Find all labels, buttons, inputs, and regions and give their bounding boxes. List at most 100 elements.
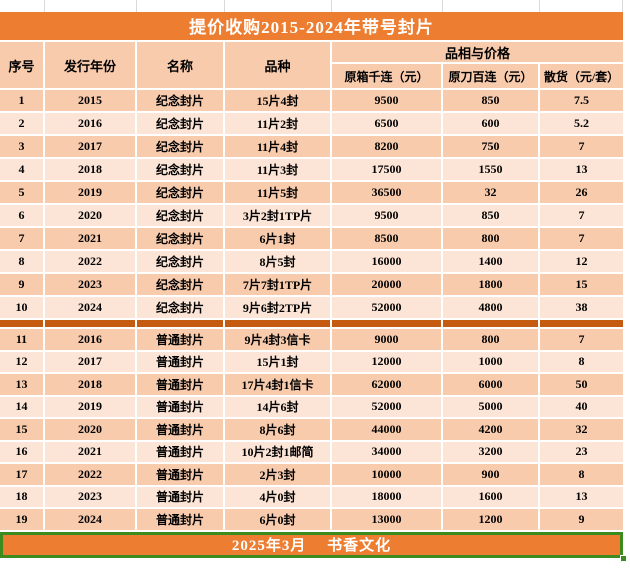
table-cell[interactable]: 16 (0, 441, 43, 462)
table-cell[interactable]: 16000 (332, 251, 441, 272)
header-name[interactable]: 名称 (137, 42, 223, 88)
table-cell[interactable]: 7片7封1TP片 (225, 274, 330, 295)
header-year[interactable]: 发行年份 (45, 42, 135, 88)
table-cell[interactable]: 8200 (332, 136, 441, 157)
table-cell[interactable]: 6片0封 (225, 509, 330, 530)
table-cell[interactable]: 4200 (443, 419, 538, 440)
table-cell[interactable]: 750 (443, 136, 538, 157)
table-cell[interactable]: 32 (540, 419, 623, 440)
table-cell[interactable]: 18000 (332, 486, 441, 507)
table-cell[interactable]: 8 (540, 351, 623, 372)
table-cell[interactable]: 2019 (45, 396, 135, 417)
table-cell[interactable]: 11片3封 (225, 159, 330, 180)
table-cell[interactable]: 18 (0, 486, 43, 507)
divider-cell[interactable] (540, 320, 623, 327)
table-cell[interactable]: 8片6封 (225, 419, 330, 440)
table-cell[interactable]: 17500 (332, 159, 441, 180)
table-cell[interactable]: 800 (443, 228, 538, 249)
table-cell[interactable]: 7 (540, 205, 623, 226)
table-cell[interactable]: 38 (540, 297, 623, 318)
table-cell[interactable]: 纪念封片 (137, 136, 223, 157)
table-cell[interactable]: 3 (0, 136, 43, 157)
table-cell[interactable]: 2018 (45, 374, 135, 395)
table-cell[interactable]: 11 (0, 329, 43, 350)
table-cell[interactable]: 52000 (332, 396, 441, 417)
table-cell[interactable]: 2024 (45, 297, 135, 318)
table-cell[interactable]: 26 (540, 182, 623, 203)
table-cell[interactable]: 13 (540, 486, 623, 507)
fill-handle[interactable] (620, 554, 627, 562)
table-cell[interactable]: 15片4封 (225, 90, 330, 111)
table-cell[interactable]: 3片2封1TP片 (225, 205, 330, 226)
table-cell[interactable]: 1000 (443, 351, 538, 372)
table-cell[interactable]: 2021 (45, 441, 135, 462)
table-cell[interactable]: 23 (540, 441, 623, 462)
table-cell[interactable]: 52000 (332, 297, 441, 318)
table-cell[interactable]: 8500 (332, 228, 441, 249)
table-title-cell[interactable]: 提价收购2015-2024年带号封片 (0, 10, 623, 40)
table-cell[interactable]: 纪念封片 (137, 90, 223, 111)
table-cell[interactable]: 普通封片 (137, 486, 223, 507)
table-cell[interactable]: 5.2 (540, 113, 623, 134)
table-cell[interactable]: 纪念封片 (137, 182, 223, 203)
table-cell[interactable]: 2018 (45, 159, 135, 180)
table-cell[interactable]: 12 (0, 351, 43, 372)
table-cell[interactable]: 40 (540, 396, 623, 417)
table-cell[interactable]: 34000 (332, 441, 441, 462)
table-cell[interactable]: 7 (540, 136, 623, 157)
table-cell[interactable]: 4 (0, 159, 43, 180)
table-cell[interactable]: 10000 (332, 464, 441, 485)
table-cell[interactable]: 32 (443, 182, 538, 203)
table-cell[interactable]: 5 (0, 182, 43, 203)
table-cell[interactable]: 1800 (443, 274, 538, 295)
table-cell[interactable]: 普通封片 (137, 509, 223, 530)
table-cell[interactable]: 2017 (45, 136, 135, 157)
divider-cell[interactable] (137, 320, 223, 327)
table-cell[interactable]: 2019 (45, 182, 135, 203)
footer-text-cell[interactable]: 2025年3月 书香文化 (0, 531, 623, 558)
table-cell[interactable]: 2016 (45, 113, 135, 134)
table-cell[interactable]: 11片4封 (225, 136, 330, 157)
table-cell[interactable]: 9000 (332, 329, 441, 350)
table-cell[interactable]: 19 (0, 509, 43, 530)
table-cell[interactable]: 10 (0, 297, 43, 318)
table-cell[interactable]: 9片6封2TP片 (225, 297, 330, 318)
table-cell[interactable]: 普通封片 (137, 374, 223, 395)
table-cell[interactable]: 4片0封 (225, 486, 330, 507)
table-cell[interactable]: 13 (540, 159, 623, 180)
table-cell[interactable]: 2017 (45, 351, 135, 372)
table-cell[interactable]: 15 (540, 274, 623, 295)
table-cell[interactable]: 纪念封片 (137, 205, 223, 226)
table-cell[interactable]: 1400 (443, 251, 538, 272)
table-cell[interactable]: 800 (443, 329, 538, 350)
table-cell[interactable]: 1 (0, 90, 43, 111)
table-cell[interactable]: 2015 (45, 90, 135, 111)
table-cell[interactable]: 9片4封3信卡 (225, 329, 330, 350)
table-cell[interactable]: 2020 (45, 205, 135, 226)
table-cell[interactable]: 6000 (443, 374, 538, 395)
table-cell[interactable]: 2022 (45, 251, 135, 272)
table-cell[interactable]: 普通封片 (137, 441, 223, 462)
divider-cell[interactable] (443, 320, 538, 327)
divider-cell[interactable] (225, 320, 330, 327)
table-cell[interactable]: 12000 (332, 351, 441, 372)
table-cell[interactable]: 13 (0, 374, 43, 395)
table-cell[interactable]: 2016 (45, 329, 135, 350)
table-cell[interactable]: 15 (0, 419, 43, 440)
table-cell[interactable]: 3200 (443, 441, 538, 462)
table-cell[interactable]: 6500 (332, 113, 441, 134)
table-cell[interactable]: 纪念封片 (137, 228, 223, 249)
table-cell[interactable]: 2023 (45, 274, 135, 295)
table-cell[interactable]: 2024 (45, 509, 135, 530)
table-cell[interactable]: 9500 (332, 90, 441, 111)
table-cell[interactable]: 14片6封 (225, 396, 330, 417)
table-cell[interactable]: 50 (540, 374, 623, 395)
header-variety[interactable]: 品种 (225, 42, 330, 88)
divider-cell[interactable] (332, 320, 441, 327)
footer-selected-cell[interactable]: 2025年3月 书香文化 (0, 531, 627, 562)
table-cell[interactable]: 8 (540, 464, 623, 485)
table-cell[interactable]: 15片1封 (225, 351, 330, 372)
table-cell[interactable]: 10片2封1邮简 (225, 441, 330, 462)
table-cell[interactable]: 2023 (45, 486, 135, 507)
table-cell[interactable]: 9500 (332, 205, 441, 226)
